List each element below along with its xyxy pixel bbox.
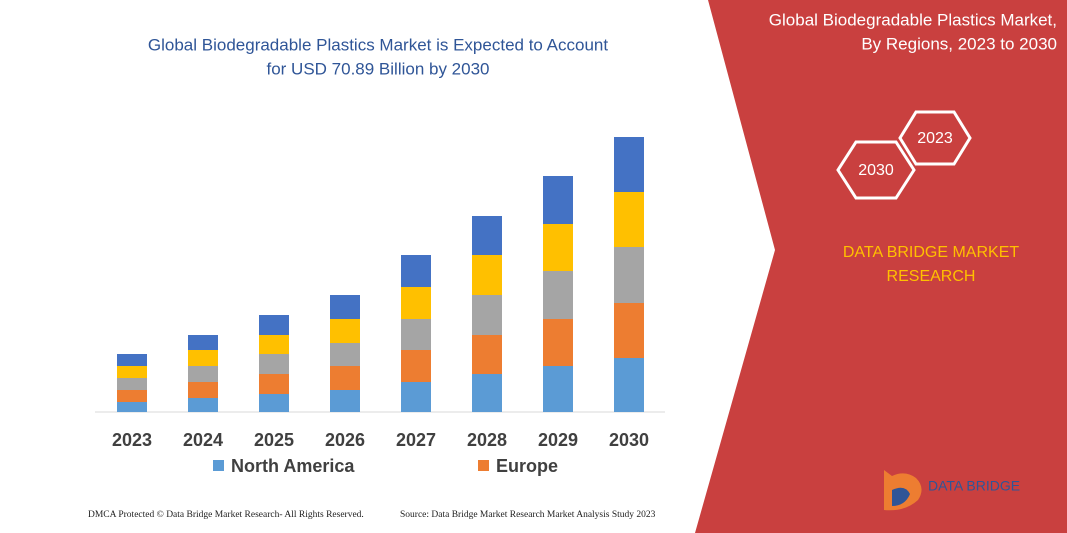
bar-segment — [614, 358, 644, 412]
logo-text: DATA BRIDGE — [928, 478, 1020, 494]
legend-swatch — [478, 460, 489, 471]
bar-segment — [188, 398, 218, 412]
bar-segment — [472, 255, 502, 295]
chart-title: Global Biodegradable Plastics Market is … — [148, 35, 608, 54]
bar-segment — [330, 366, 360, 390]
bar-segment — [188, 366, 218, 382]
bar-segment — [330, 319, 360, 343]
hexagon — [898, 110, 972, 166]
bar-segment — [259, 354, 289, 374]
x-tick-label: 2024 — [183, 430, 223, 450]
bar-segment — [401, 287, 431, 319]
bar-segment — [259, 394, 289, 412]
bar-segment — [117, 378, 147, 390]
bar-segment — [117, 354, 147, 366]
bar-segment — [614, 137, 644, 192]
bar-segment — [614, 192, 644, 247]
footer-right: Source: Data Bridge Market Research Mark… — [400, 510, 656, 520]
panel-title: By Regions, 2023 to 2030 — [861, 34, 1057, 53]
bar-segment — [259, 315, 289, 335]
x-tick-label: 2030 — [609, 430, 649, 450]
bar-segment — [259, 335, 289, 354]
bar-segment — [117, 366, 147, 378]
x-tick-label: 2028 — [467, 430, 507, 450]
bar-segment — [401, 382, 431, 412]
bar-segment — [401, 350, 431, 382]
bar-segment — [472, 295, 502, 335]
bar-segment — [117, 390, 147, 402]
hex-label: 2030 — [858, 162, 894, 179]
bar-segment — [188, 382, 218, 398]
bar-segment — [614, 247, 644, 303]
logo-icon — [892, 487, 910, 506]
x-tick-label: 2025 — [254, 430, 294, 450]
bar-segment — [330, 343, 360, 366]
bar-segment — [614, 303, 644, 358]
bar-segment — [117, 402, 147, 412]
bar-segment — [543, 176, 573, 224]
x-tick-label: 2027 — [396, 430, 436, 450]
brand: DATA BRIDGE MARKET — [843, 244, 1020, 261]
bar-segment — [259, 374, 289, 394]
legend-label: Europe — [496, 456, 558, 476]
bar-segment — [401, 319, 431, 350]
legend-swatch — [213, 460, 224, 471]
chart-title: for USD 70.89 Billion by 2030 — [266, 59, 489, 78]
bar-segment — [330, 390, 360, 412]
x-tick-label: 2029 — [538, 430, 578, 450]
bar-segment — [330, 295, 360, 319]
x-tick-label: 2026 — [325, 430, 365, 450]
bar-segment — [188, 335, 218, 350]
x-tick-label: 2023 — [112, 430, 152, 450]
bar-segment — [543, 224, 573, 271]
legend-label: North America — [231, 456, 355, 476]
panel-title: Global Biodegradable Plastics Market, — [769, 10, 1057, 29]
bar-segment — [472, 374, 502, 412]
footer-left: DMCA Protected © Data Bridge Market Rese… — [88, 509, 364, 520]
side-panel — [695, 0, 1067, 533]
bar-segment — [543, 271, 573, 319]
brand: RESEARCH — [887, 268, 976, 285]
hex-label: 2023 — [917, 130, 953, 147]
bar-segment — [401, 255, 431, 287]
hexagon — [836, 140, 916, 200]
bar-segment — [543, 366, 573, 412]
bar-segment — [472, 216, 502, 255]
bar-segment — [188, 350, 218, 366]
bar-segment — [543, 319, 573, 366]
bar-segment — [472, 335, 502, 374]
